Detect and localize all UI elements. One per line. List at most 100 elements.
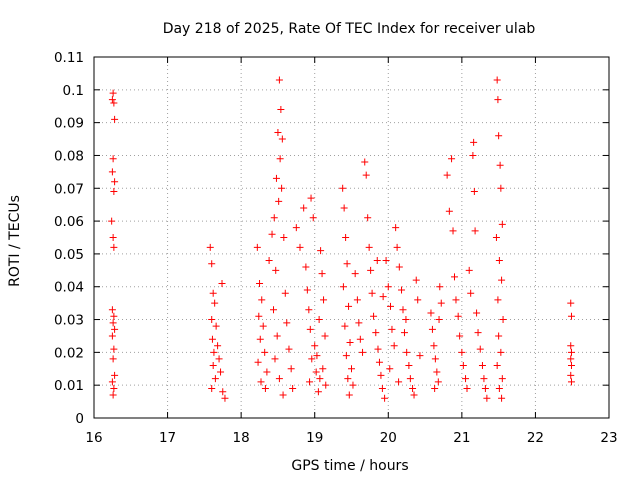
- data-point: [493, 76, 501, 84]
- x-tick-label: 21: [453, 430, 470, 446]
- data-point: [292, 224, 300, 232]
- data-point: [567, 361, 575, 369]
- y-tick-label: 0.08: [54, 148, 84, 164]
- data-point: [321, 332, 329, 340]
- data-point: [471, 227, 479, 235]
- data-point: [209, 289, 217, 297]
- data-point: [494, 96, 502, 104]
- data-point: [481, 384, 489, 392]
- data-point: [296, 243, 304, 251]
- data-point: [342, 234, 350, 241]
- data-point: [398, 286, 406, 294]
- data-point: [449, 227, 457, 235]
- data-point: [309, 214, 317, 222]
- data-point: [281, 289, 289, 297]
- data-point: [108, 168, 116, 176]
- data-point: [109, 391, 117, 399]
- data-point: [257, 378, 265, 386]
- data-point: [567, 342, 575, 350]
- data-point: [495, 256, 503, 264]
- plot-area-border: [93, 56, 610, 419]
- data-point: [496, 161, 504, 169]
- data-point: [495, 332, 503, 340]
- data-point: [307, 194, 315, 202]
- chart-title: Day 218 of 2025, Rate Of TEC Index for r…: [163, 21, 536, 37]
- data-point: [473, 309, 481, 317]
- data-point: [342, 352, 350, 360]
- data-point: [317, 247, 325, 255]
- data-point: [373, 256, 381, 264]
- y-tick-label: 0.11: [54, 50, 84, 66]
- data-point: [412, 276, 420, 284]
- data-point: [359, 348, 367, 356]
- data-point: [271, 355, 279, 363]
- data-point: [344, 375, 352, 383]
- x-tick-label: 23: [600, 430, 617, 446]
- data-point: [270, 214, 278, 222]
- data-point: [355, 319, 363, 327]
- data-point: [498, 375, 506, 383]
- data-point: [382, 256, 390, 264]
- data-point: [340, 204, 348, 212]
- data-point: [209, 361, 217, 369]
- data-point: [110, 99, 118, 107]
- data-points: [108, 76, 575, 402]
- data-point: [111, 325, 119, 333]
- data-point: [261, 348, 269, 356]
- data-point: [306, 378, 314, 386]
- data-point: [279, 391, 287, 399]
- data-point: [465, 266, 473, 274]
- data-point: [470, 188, 478, 196]
- data-point: [341, 322, 349, 330]
- data-point: [108, 217, 116, 225]
- data-point: [370, 312, 378, 320]
- data-point: [567, 348, 575, 356]
- data-point: [214, 342, 222, 350]
- data-point: [430, 342, 438, 350]
- data-point: [378, 384, 386, 392]
- data-point: [300, 204, 308, 212]
- y-tick-label: 0.05: [54, 247, 84, 263]
- data-point: [320, 296, 328, 304]
- data-point: [367, 266, 375, 274]
- data-point: [405, 361, 413, 369]
- data-point: [110, 384, 118, 392]
- y-tick-label: 0.02: [54, 345, 84, 361]
- data-point: [306, 325, 314, 333]
- data-point: [474, 329, 482, 337]
- data-point: [348, 365, 355, 373]
- data-point: [364, 214, 372, 222]
- data-point: [349, 381, 357, 389]
- data-point: [495, 132, 503, 140]
- data-point: [318, 270, 326, 278]
- data-point: [316, 375, 324, 383]
- data-point: [339, 184, 347, 192]
- data-point: [476, 345, 484, 353]
- data-point: [273, 332, 281, 340]
- data-point: [427, 309, 435, 317]
- data-point: [303, 286, 311, 294]
- data-point: [278, 135, 286, 143]
- x-axis-ticks: 16 17 18 19 20 21 22 23: [85, 57, 618, 446]
- data-point: [469, 151, 477, 159]
- data-point: [219, 388, 227, 396]
- data-point: [308, 355, 316, 363]
- data-point: [280, 234, 288, 241]
- y-tick-label: 0.1: [63, 83, 84, 99]
- data-point: [377, 371, 385, 379]
- data-point: [567, 299, 575, 307]
- data-point: [395, 263, 403, 271]
- data-point: [365, 243, 373, 251]
- data-point: [274, 128, 282, 136]
- data-point: [451, 273, 458, 281]
- data-point: [467, 289, 475, 297]
- data-point: [499, 316, 507, 324]
- data-point: [270, 306, 278, 314]
- data-point: [343, 260, 351, 268]
- data-point: [480, 375, 488, 383]
- data-point: [494, 296, 502, 304]
- data-point: [386, 365, 394, 373]
- x-tick-label: 18: [233, 430, 250, 446]
- x-tick-label: 20: [380, 430, 397, 446]
